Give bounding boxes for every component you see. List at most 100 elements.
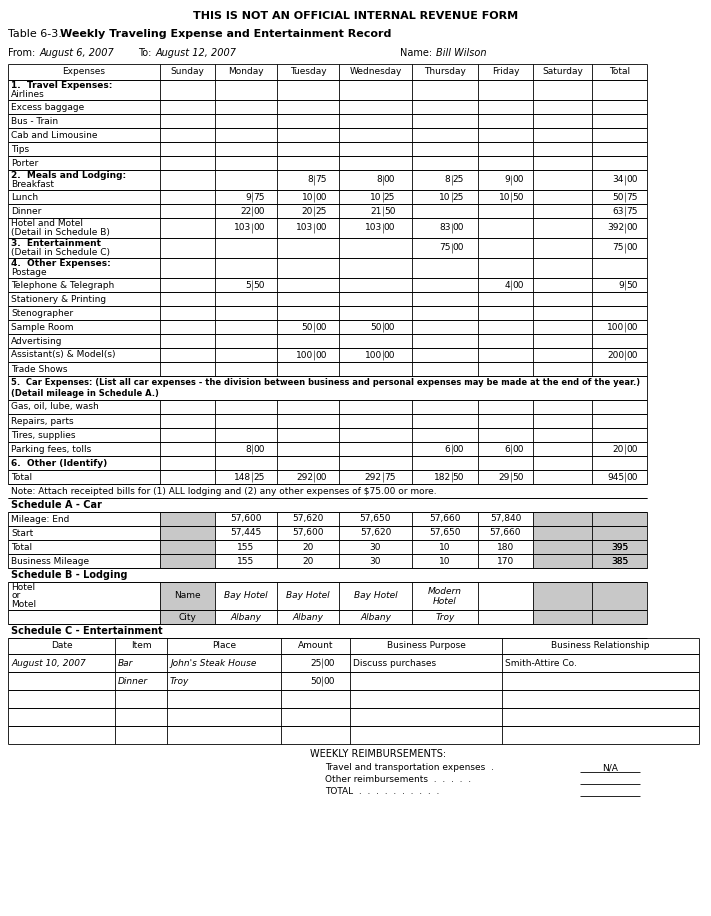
- Text: 75: 75: [253, 192, 264, 202]
- Text: 50: 50: [512, 192, 523, 202]
- Text: Travel and transportation expenses  .: Travel and transportation expenses .: [325, 764, 494, 772]
- Bar: [592, 540, 647, 554]
- Text: Schedule A - Car: Schedule A - Car: [11, 500, 102, 510]
- Text: 57,650: 57,650: [360, 515, 391, 524]
- Text: 9: 9: [619, 280, 624, 289]
- Text: Airlines: Airlines: [11, 90, 45, 99]
- Bar: [533, 610, 592, 624]
- Text: 4: 4: [504, 280, 510, 289]
- Text: 8: 8: [376, 176, 382, 184]
- Text: 100: 100: [296, 351, 314, 359]
- Text: 25: 25: [453, 192, 464, 202]
- Text: 75: 75: [439, 244, 451, 253]
- Text: 50: 50: [384, 206, 395, 215]
- Text: Bar: Bar: [118, 659, 134, 668]
- Text: To:: To:: [138, 48, 151, 58]
- Bar: [592, 526, 647, 540]
- Text: Telephone & Telegraph: Telephone & Telegraph: [11, 280, 114, 289]
- Text: Excess baggage: Excess baggage: [11, 103, 84, 112]
- Text: August 6, 2007: August 6, 2007: [40, 48, 114, 58]
- Text: 00: 00: [626, 322, 638, 332]
- Text: 00: 00: [384, 322, 395, 332]
- Text: Trade Shows: Trade Shows: [11, 365, 68, 374]
- Text: Motel: Motel: [11, 601, 36, 609]
- Text: Hotel: Hotel: [11, 583, 35, 592]
- Text: 10: 10: [439, 192, 451, 202]
- Text: 00: 00: [626, 473, 638, 482]
- Text: THIS IS NOT AN OFFICIAL INTERNAL REVENUE FORM: THIS IS NOT AN OFFICIAL INTERNAL REVENUE…: [193, 11, 518, 21]
- Text: Table 6-3.: Table 6-3.: [8, 29, 65, 39]
- Text: 292: 292: [296, 473, 314, 482]
- Text: 6: 6: [445, 444, 451, 453]
- Text: Albany: Albany: [230, 613, 262, 621]
- Bar: [533, 540, 592, 554]
- Text: 8: 8: [245, 444, 251, 453]
- Text: Albany: Albany: [292, 613, 324, 621]
- Text: Breakfast: Breakfast: [11, 180, 54, 189]
- Text: Parking fees, tolls: Parking fees, tolls: [11, 444, 91, 453]
- Text: Item: Item: [131, 641, 151, 650]
- Text: 22: 22: [240, 206, 251, 215]
- Text: 103: 103: [365, 224, 382, 233]
- Text: N/A: N/A: [602, 764, 618, 772]
- Text: 00: 00: [384, 224, 395, 233]
- Text: WEEKLY REIMBURSEMENTS:: WEEKLY REIMBURSEMENTS:: [310, 749, 446, 759]
- Text: Troy: Troy: [435, 613, 455, 621]
- Text: 00: 00: [512, 176, 523, 184]
- Text: 00: 00: [512, 444, 523, 453]
- Text: 00: 00: [324, 659, 335, 668]
- Text: 50: 50: [512, 473, 523, 482]
- Text: Sample Room: Sample Room: [11, 322, 73, 332]
- Text: 10: 10: [439, 542, 451, 551]
- Text: 9: 9: [504, 176, 510, 184]
- Text: 170: 170: [497, 557, 514, 565]
- Text: 8: 8: [445, 176, 451, 184]
- Text: Schedule B - Lodging: Schedule B - Lodging: [11, 570, 127, 580]
- Text: 75: 75: [612, 244, 624, 253]
- Text: Modern: Modern: [428, 587, 462, 596]
- Text: Weekly Traveling Expense and Entertainment Record: Weekly Traveling Expense and Entertainme…: [60, 29, 391, 39]
- Text: 00: 00: [453, 444, 464, 453]
- Bar: [160, 540, 215, 554]
- Text: Discuss purchases: Discuss purchases: [353, 659, 436, 668]
- Text: 57,650: 57,650: [429, 529, 461, 538]
- Bar: [592, 582, 647, 610]
- Text: 10: 10: [439, 557, 451, 565]
- Text: Thursday: Thursday: [424, 68, 466, 77]
- Text: John's Steak House: John's Steak House: [170, 659, 257, 668]
- Text: 395: 395: [611, 542, 628, 551]
- Text: Total: Total: [609, 68, 630, 77]
- Text: 50: 50: [370, 322, 382, 332]
- Text: 25: 25: [384, 192, 395, 202]
- Text: 100: 100: [606, 322, 624, 332]
- Text: Business Mileage: Business Mileage: [11, 557, 89, 565]
- Text: 20: 20: [302, 542, 314, 551]
- Text: Bay Hotel: Bay Hotel: [353, 592, 397, 601]
- Text: Date: Date: [50, 641, 73, 650]
- Text: 00: 00: [453, 224, 464, 233]
- Text: 29: 29: [498, 473, 510, 482]
- Text: 392: 392: [607, 224, 624, 233]
- Text: 25: 25: [453, 176, 464, 184]
- Text: 30: 30: [370, 542, 381, 551]
- Text: City: City: [178, 613, 196, 621]
- Text: 00: 00: [384, 176, 395, 184]
- Text: Dinner: Dinner: [118, 677, 148, 685]
- Text: 83: 83: [439, 224, 451, 233]
- Text: Smith-Attire Co.: Smith-Attire Co.: [505, 659, 577, 668]
- Text: 57,660: 57,660: [490, 529, 521, 538]
- Text: 30: 30: [370, 557, 381, 565]
- Text: 10: 10: [370, 192, 382, 202]
- Text: 8: 8: [307, 176, 314, 184]
- Text: 385: 385: [611, 557, 628, 565]
- Text: Business Relationship: Business Relationship: [551, 641, 650, 650]
- Bar: [160, 610, 215, 624]
- Bar: [533, 526, 592, 540]
- Text: Cab and Limousine: Cab and Limousine: [11, 130, 97, 139]
- Text: 6.  Other (Identify): 6. Other (Identify): [11, 459, 107, 467]
- Text: 9: 9: [245, 192, 251, 202]
- Text: 395: 395: [611, 542, 628, 551]
- Text: Troy: Troy: [170, 677, 189, 685]
- Text: 00: 00: [324, 677, 335, 685]
- Bar: [533, 582, 592, 610]
